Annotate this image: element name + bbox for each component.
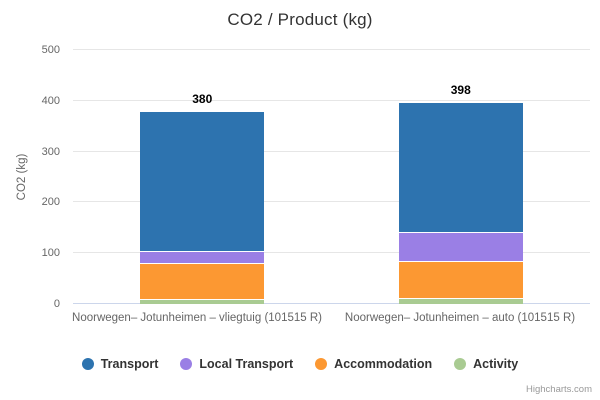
- stack-total-label: 380: [192, 91, 213, 106]
- bar-segment-local-transport[interactable]: [398, 231, 523, 262]
- bar-segment-transport[interactable]: [140, 110, 265, 251]
- highcharts-credits-link[interactable]: Highcharts.com: [526, 384, 592, 395]
- y-tick-label-400: 400: [41, 94, 60, 107]
- accommodation-legend-marker-icon: [315, 358, 328, 370]
- stack-total-label: 398: [450, 82, 471, 97]
- legend-label-transport: Transport: [100, 357, 159, 371]
- y-gridline-500: [73, 49, 590, 50]
- y-axis-labels: 0 100 200 300 400 500: [0, 44, 60, 310]
- y-tick-label-300: 300: [41, 145, 60, 158]
- plot-area: 380 398: [73, 49, 590, 304]
- activity-legend-marker-icon: [454, 358, 467, 370]
- y-tick-label-100: 100: [41, 247, 60, 260]
- x-axis-label-auto: Noorwegen– Jotunheimen – auto (101515 R): [344, 312, 576, 324]
- legend-item-transport[interactable]: Transport: [81, 357, 159, 371]
- legend-item-local-transport[interactable]: Local Transport: [180, 357, 293, 371]
- legend-item-accommodation[interactable]: Accommodation: [315, 357, 432, 371]
- transport-legend-marker-icon: [81, 358, 94, 370]
- y-gridline-300: [73, 150, 590, 152]
- bar-segment-local-transport[interactable]: [140, 250, 265, 264]
- y-gridline-100: [73, 252, 590, 254]
- bar-segment-accommodation[interactable]: [398, 261, 523, 299]
- legend-label-activity: Activity: [473, 357, 519, 371]
- y-tick-label-500: 500: [41, 44, 60, 56]
- legend: Transport Local Transport Accommodation Act…: [0, 357, 600, 371]
- bar-segment-transport[interactable]: [398, 101, 523, 232]
- y-tick-label-0: 0: [53, 298, 60, 310]
- y-gridline-400: [73, 99, 590, 101]
- chart-title: CO2 / Product (kg): [227, 10, 373, 29]
- bar-segment-accommodation[interactable]: [140, 263, 265, 299]
- x-axis-label-vliegtuig: Noorwegen– Jotunheimen – vliegtuig (1015…: [72, 312, 322, 324]
- y-tick-label-200: 200: [41, 196, 60, 209]
- legend-item-activity[interactable]: Activity: [454, 357, 518, 371]
- legend-label-accommodation: Accommodation: [334, 357, 433, 371]
- x-axis-line: [73, 303, 590, 304]
- legend-label-local-transport: Local Transport: [199, 357, 294, 371]
- bar-segment-activity[interactable]: [140, 298, 265, 304]
- bar-segment-activity[interactable]: [398, 298, 523, 304]
- local-transport-legend-marker-icon: [180, 358, 193, 370]
- y-gridline-200: [73, 201, 590, 203]
